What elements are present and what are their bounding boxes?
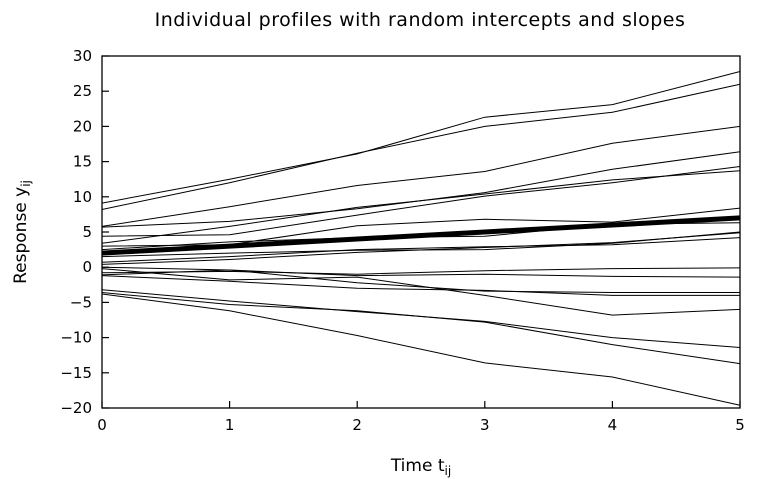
individual-profile-line	[101, 289, 741, 348]
y-tick-label: 0	[82, 258, 92, 276]
x-tick-label: 0	[97, 416, 107, 434]
individual-profile-line	[101, 266, 741, 278]
x-tick-label: 4	[608, 416, 618, 434]
plot-frame	[101, 55, 741, 409]
mean-layer	[101, 215, 741, 256]
chart-title: Individual profiles with random intercep…	[155, 9, 686, 31]
individual-profile-line	[101, 292, 741, 365]
y-tick-label: 20	[73, 117, 92, 135]
x-axis: 0 1 2 3 4 5	[97, 401, 745, 434]
individual-profile-line	[101, 269, 740, 293]
individual-profile-line	[101, 83, 741, 210]
y-tick-label: 25	[73, 82, 92, 100]
y-tick-label: 5	[82, 223, 92, 241]
x-tick-label: 2	[352, 416, 362, 434]
individual-profile-line	[101, 268, 741, 316]
x-tick-label: 3	[480, 416, 490, 434]
y-tick-label: −10	[60, 329, 92, 347]
series-layer	[101, 71, 741, 406]
x-axis-label-sub: ij	[445, 464, 452, 478]
x-axis-label-main: Time t	[390, 456, 445, 476]
x-tick-label: 1	[225, 416, 235, 434]
y-axis: 30 25 20 15 10 5 0 −10 −5 −15 −20	[60, 47, 109, 417]
individual-profile-line	[101, 293, 741, 406]
individual-profile-line	[101, 267, 741, 275]
y-axis-label-sub: ij	[19, 180, 33, 187]
y-tick-label: −5	[70, 293, 92, 311]
x-axis-label: Time tij	[390, 456, 451, 478]
individual-profile-line	[101, 125, 741, 227]
individual-profile-line	[101, 275, 740, 296]
y-axis-label: Response yij	[11, 180, 33, 284]
individual-profile-line	[101, 232, 741, 265]
y-tick-label: 10	[73, 188, 92, 206]
y-axis-label-main: Response y	[11, 187, 31, 284]
y-tick-label: −15	[60, 364, 92, 382]
individual-profile-line	[101, 170, 741, 244]
y-tick-label: 15	[73, 153, 92, 171]
y-tick-label: 30	[73, 47, 92, 65]
individual-profile-line	[101, 71, 741, 204]
individual-profile-line	[101, 166, 741, 237]
mean-profile-line	[101, 215, 741, 256]
individual-profile-line	[101, 237, 741, 263]
x-tick-label: 5	[735, 416, 745, 434]
y-tick-label: −20	[60, 399, 92, 417]
